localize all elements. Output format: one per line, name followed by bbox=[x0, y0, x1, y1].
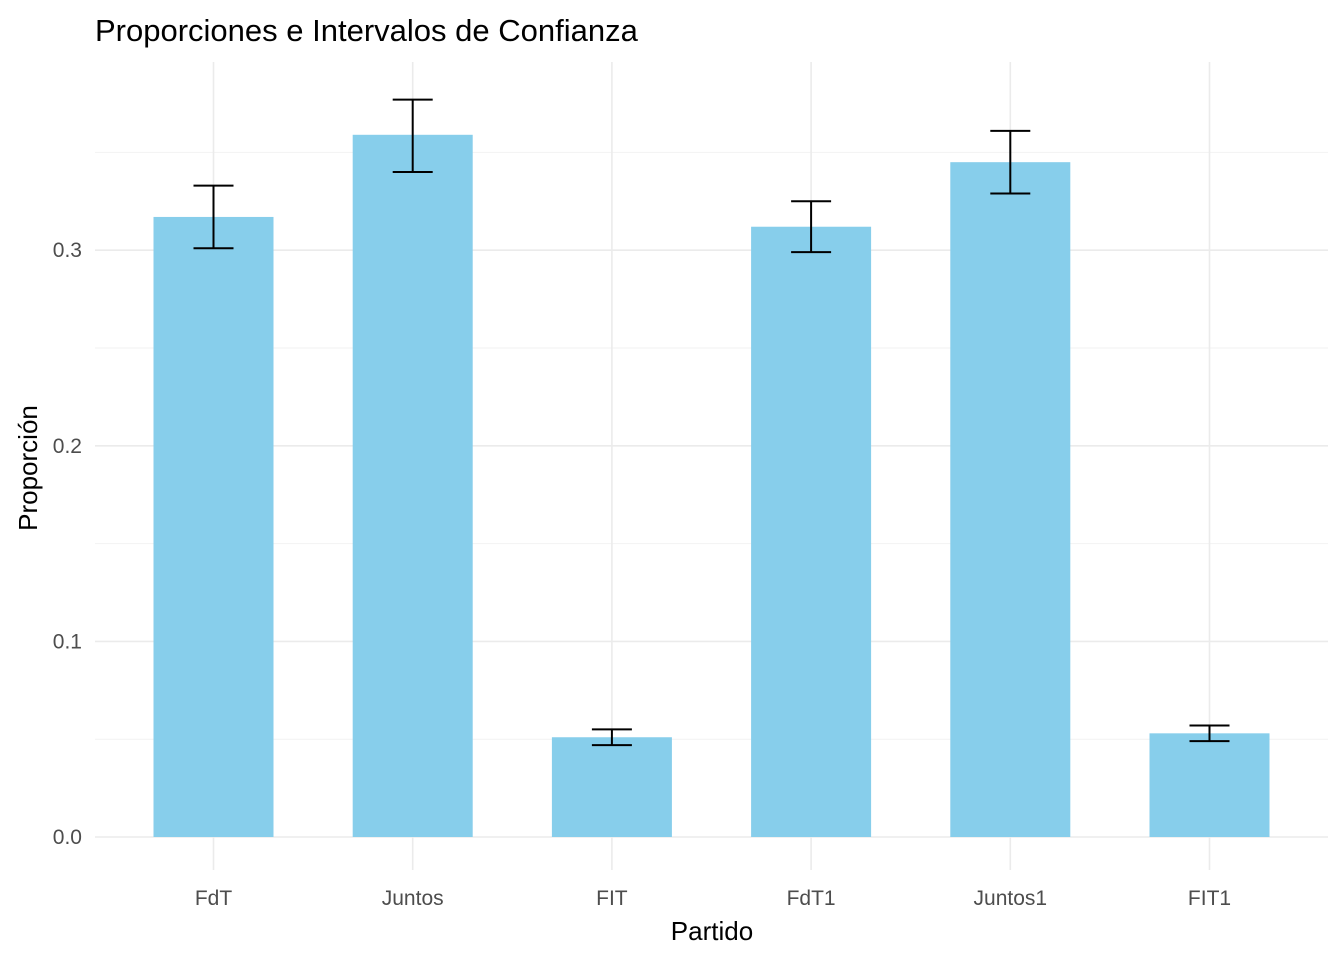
error-bar-FIT1 bbox=[1189, 724, 1230, 743]
bar-FIT1 bbox=[1149, 733, 1270, 837]
x-tick-labels: FdT Juntos FIT FdT1 Juntos1 FIT1 bbox=[195, 887, 1231, 910]
x-tick-label: FIT1 bbox=[1188, 887, 1231, 910]
chart-title: Proporciones e Intervalos de Confianza bbox=[95, 13, 639, 48]
x-tick-label: Juntos1 bbox=[974, 887, 1048, 910]
error-bars bbox=[193, 98, 1230, 747]
y-axis-title: Proporción bbox=[13, 405, 43, 531]
y-tick-labels: 0.0 0.1 0.2 0.3 bbox=[53, 239, 82, 849]
bar-Juntos bbox=[352, 134, 473, 837]
error-bar-FdT bbox=[193, 184, 234, 250]
x-tick-label: FdT bbox=[195, 887, 233, 910]
error-bar-FdT1 bbox=[791, 200, 832, 254]
error-bar-Juntos bbox=[392, 98, 433, 173]
y-tick-label: 0.1 bbox=[53, 630, 82, 653]
bar-FdT bbox=[153, 216, 274, 837]
bar-Juntos1 bbox=[950, 162, 1071, 837]
x-tick-label: Juntos bbox=[382, 887, 444, 910]
y-tick-label: 0.2 bbox=[53, 435, 82, 458]
grid bbox=[95, 62, 1328, 870]
bar-FIT bbox=[551, 737, 672, 837]
bar-FdT1 bbox=[751, 226, 872, 837]
x-tick-label: FIT bbox=[596, 887, 628, 910]
error-bar-FIT bbox=[591, 728, 632, 747]
bars bbox=[153, 134, 1270, 837]
y-tick-label: 0.0 bbox=[53, 826, 82, 849]
x-tick-label: FdT1 bbox=[787, 887, 836, 910]
x-axis-title: Partido bbox=[671, 916, 753, 946]
error-bar-Juntos1 bbox=[990, 129, 1031, 195]
y-tick-label: 0.3 bbox=[53, 239, 82, 262]
